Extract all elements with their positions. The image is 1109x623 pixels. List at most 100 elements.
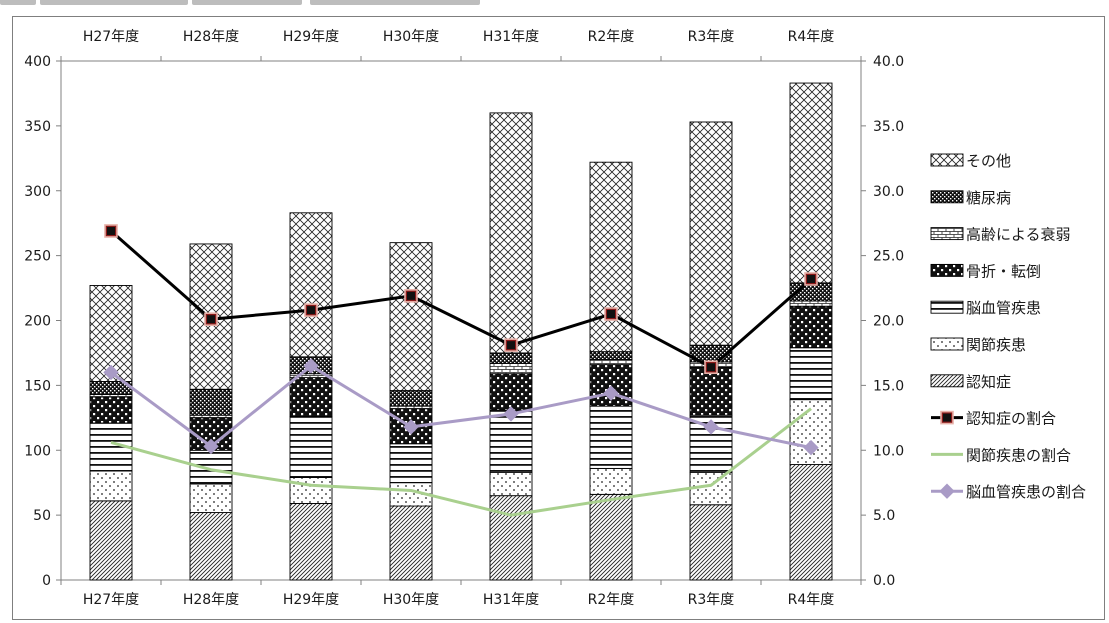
bar-segment-bricks [489,362,533,375]
legend-swatch [930,337,964,351]
legend-label: 骨折・転倒 [966,262,1041,280]
x-tick-label-top: R4年度 [788,29,835,45]
line-point-core [307,306,315,315]
line-point [203,438,219,455]
bar-segment-crosshatch [689,121,733,346]
y-tick-label-right: 20.0 [873,314,904,330]
bar-segment-diagonal [489,495,533,581]
legend-label: 高齢による衰弱 [966,226,1071,244]
bar-segment-dots [589,467,633,495]
legend-label: 関節疾患 [966,336,1026,354]
bar-segment-darkcheck [389,390,433,407]
series-line [110,407,812,517]
bar-segment-dots [189,483,233,513]
legend-label: 脳血管疾患の割合 [966,483,1086,501]
bar-segment-diagonal [289,502,333,581]
x-tick-label-bottom: R3年度 [688,592,735,608]
x-tick-label-bottom: H29年度 [283,592,339,608]
line-point [703,419,719,435]
bar-segment-dots [89,470,133,502]
legend-label: その他 [966,152,1011,170]
line-point-core [407,291,415,300]
bar-segment-dots [289,477,333,504]
y-tick-label-right: 35.0 [873,119,904,135]
y-tick-label-right: 5.0 [873,508,895,524]
legend-swatch [930,374,964,388]
legend-swatch [930,263,964,277]
bar-segment-checker [689,366,733,416]
line-point-core [207,315,215,324]
x-tick-label-top: H29年度 [283,29,339,45]
y-tick-label-right: 30.0 [873,184,904,200]
y-tick-label-left: 300 [24,184,51,200]
bar-segment-darkcheck [589,351,633,360]
y-tick-label-left: 150 [24,378,51,394]
y-tick-label-right: 0.0 [873,573,895,589]
bar-segment-darkcheck [489,352,533,364]
bar-segment-checker [289,377,333,417]
line-point [103,364,119,381]
bar-segment-crosshatch [289,212,333,358]
x-tick-label-top: H27年度 [83,29,139,45]
y-tick-label-right: 25.0 [873,249,904,265]
bar-segment-bricks [789,300,833,307]
legend-swatch [930,300,964,314]
line-point-core [707,363,715,372]
y-tick-label-left: 400 [24,54,51,70]
cropped-caption-strip [0,0,1109,16]
x-tick-label-bottom: R4年度 [788,592,835,608]
x-tick-label-top: R3年度 [688,29,735,45]
bar-segment-diagonal [389,505,433,581]
bar-segment-checker [789,305,833,349]
legend-label: 脳血管疾患 [966,299,1041,317]
plot-layer: 0 50 100 150 200 250 300 350 400 0.0 5.0 10.0 15.0 20… [24,29,904,608]
x-tick-label-bottom: R2年度 [588,592,635,608]
line-point [803,439,819,456]
legend-label: 関節疾患の割合 [966,446,1071,464]
legend-swatch [930,190,964,204]
bar-segment-hlines [289,416,333,478]
x-tick-label-bottom: H31年度 [483,592,539,608]
bar-segment-crosshatch [389,242,433,392]
y-tick-label-right: 40.0 [873,54,904,70]
line-point-core [607,310,615,319]
bar-segment-checker [89,396,133,424]
legend: その他糖尿病高齢による衰弱骨折・転倒脳血管疾患関節疾患認知症認知症の割合関節疾患… [930,152,1086,501]
legend-marker-core [943,413,951,422]
legend-swatch [930,153,964,167]
y-tick-label-left: 100 [24,443,51,459]
y-tick-label-left: 50 [33,508,51,524]
bar-segment-hlines [589,405,633,469]
legend-swatch [930,227,964,241]
y-tick-label-left: 250 [24,249,51,265]
line-point [403,419,419,435]
line-point [303,358,319,374]
bar-segment-diagonal [189,512,233,581]
bar-segment-darkcheck [189,388,233,416]
y-tick-label-right: 15.0 [873,378,904,394]
x-tick-label-bottom: H28年度 [183,592,239,608]
legend-label: 認知症の割合 [966,410,1056,428]
line-point-core [807,274,815,283]
legend-marker [939,483,955,499]
legend-label: 糖尿病 [966,189,1011,207]
y-tick-label-left: 200 [24,314,51,330]
bar-segment-diagonal [89,500,133,581]
x-tick-label-bottom: H30年度 [383,592,439,608]
series-line [110,229,812,369]
line-point-core [107,226,115,235]
x-tick-label-top: H30年度 [383,29,439,45]
x-tick-label-top: H31年度 [483,29,539,45]
x-tick-label-bottom: H27年度 [83,592,139,608]
x-tick-label-top: R2年度 [588,29,635,45]
y-tick-label-left: 0 [42,573,51,589]
y-tick-label-right: 10.0 [873,443,904,459]
y-tick-label-left: 350 [24,119,51,135]
bar-segment-diagonal [789,464,833,581]
bar-segment-bricks [589,358,633,366]
bar-segment-hlines [789,347,833,401]
bar-segment-checker [489,373,533,411]
bar-segment-hlines [389,443,433,484]
line-point-core [507,341,515,350]
line-point [603,385,619,401]
